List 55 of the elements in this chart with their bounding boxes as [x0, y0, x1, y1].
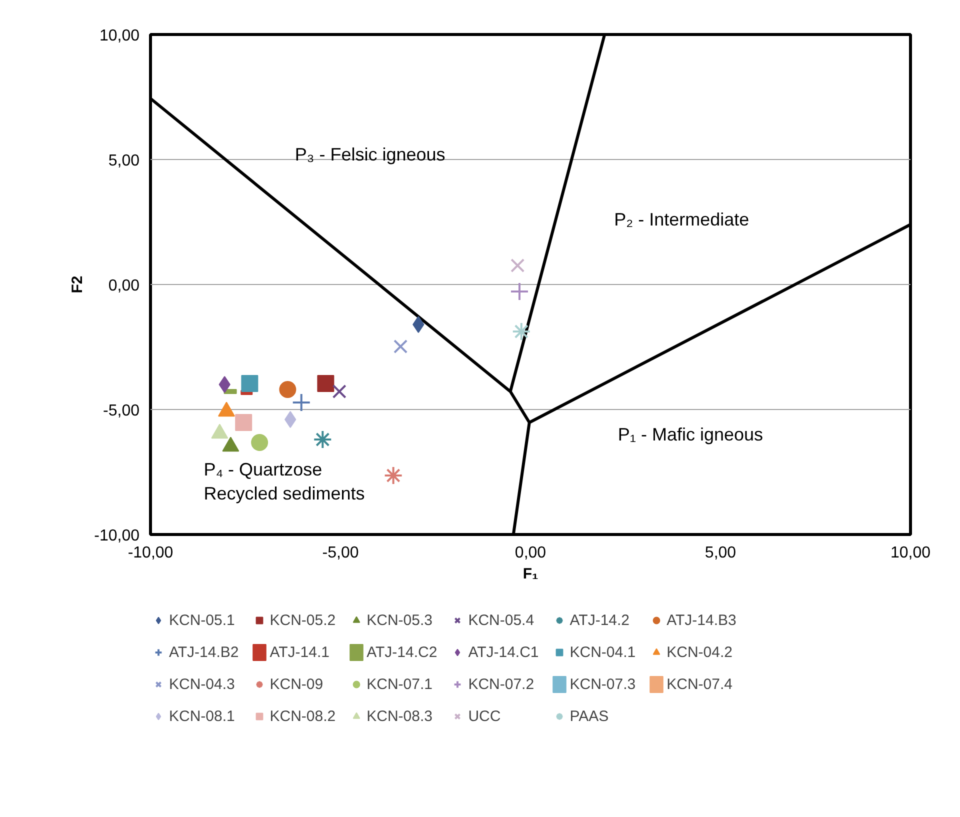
legend-label: UCC [468, 708, 501, 724]
point [510, 282, 529, 301]
legend-label: KCN-04.2 [666, 644, 732, 660]
y-tick-label: -5,00 [103, 402, 140, 420]
legend-label: KCN-04.1 [570, 644, 636, 660]
legend-label: PAAS [570, 708, 609, 724]
point [394, 339, 408, 354]
legend-label: ATJ-14.2 [570, 612, 630, 628]
x-tick-label: 0,00 [514, 544, 546, 562]
x-tick-label: -10,00 [128, 544, 174, 562]
y-tick-label: 10,00 [99, 28, 140, 44]
point [292, 393, 311, 412]
legend-label: ATJ-14.C2 [366, 644, 438, 660]
legend-label: KCN-04.3 [169, 676, 235, 692]
point [384, 466, 403, 485]
annotation: P₁ - Mafic igneous [618, 424, 764, 444]
annotation: P₄ - Quartzose Recycled sediments [204, 460, 365, 504]
point [412, 316, 424, 333]
x-tick-label: -5,00 [322, 544, 359, 562]
y-axis-title: F2 [69, 276, 86, 294]
legend-label: ATJ-14.B2 [169, 644, 239, 660]
legend-label: KCN-05.4 [468, 612, 534, 628]
point [284, 411, 296, 428]
point [313, 430, 332, 449]
point [332, 384, 346, 399]
legend-label: KCN-05.3 [366, 612, 432, 628]
y-tick-label: 5,00 [108, 152, 140, 170]
legend-label: KCN-07.4 [666, 676, 732, 692]
point [510, 258, 525, 273]
legend-label: ATJ-14.B3 [666, 612, 736, 628]
legend-label: KCN-07.3 [570, 676, 636, 692]
legend-label: KCN-08.2 [270, 708, 336, 724]
annotation: P₃ - Felsic igneous [294, 144, 446, 164]
legend-label: KCN-09 [270, 676, 324, 692]
point [241, 375, 258, 392]
point [218, 376, 230, 393]
x-axis-title: F₁ [522, 566, 538, 582]
point [512, 322, 531, 341]
legend-label: ATJ-14.C1 [468, 644, 539, 660]
point [317, 375, 334, 392]
legend-label: KCN-08.1 [169, 708, 235, 724]
y-tick-label: -10,00 [94, 528, 140, 544]
point [235, 414, 252, 431]
point [251, 434, 268, 451]
y-tick-label: 0,00 [108, 278, 140, 294]
legend-label: KCN-05.2 [270, 612, 336, 628]
legend-label: KCN-08.3 [366, 708, 432, 724]
legend-label: KCN-05.1 [169, 612, 235, 628]
x-tick-label: 10,00 [890, 544, 931, 562]
legend-label: KCN-07.2 [468, 676, 534, 692]
point [279, 381, 296, 398]
legend-label: ATJ-14.1 [270, 644, 330, 660]
x-tick-label: 5,00 [704, 544, 736, 562]
annotation: P₂ - Intermediate [614, 210, 750, 230]
legend-label: KCN-07.1 [366, 676, 432, 692]
